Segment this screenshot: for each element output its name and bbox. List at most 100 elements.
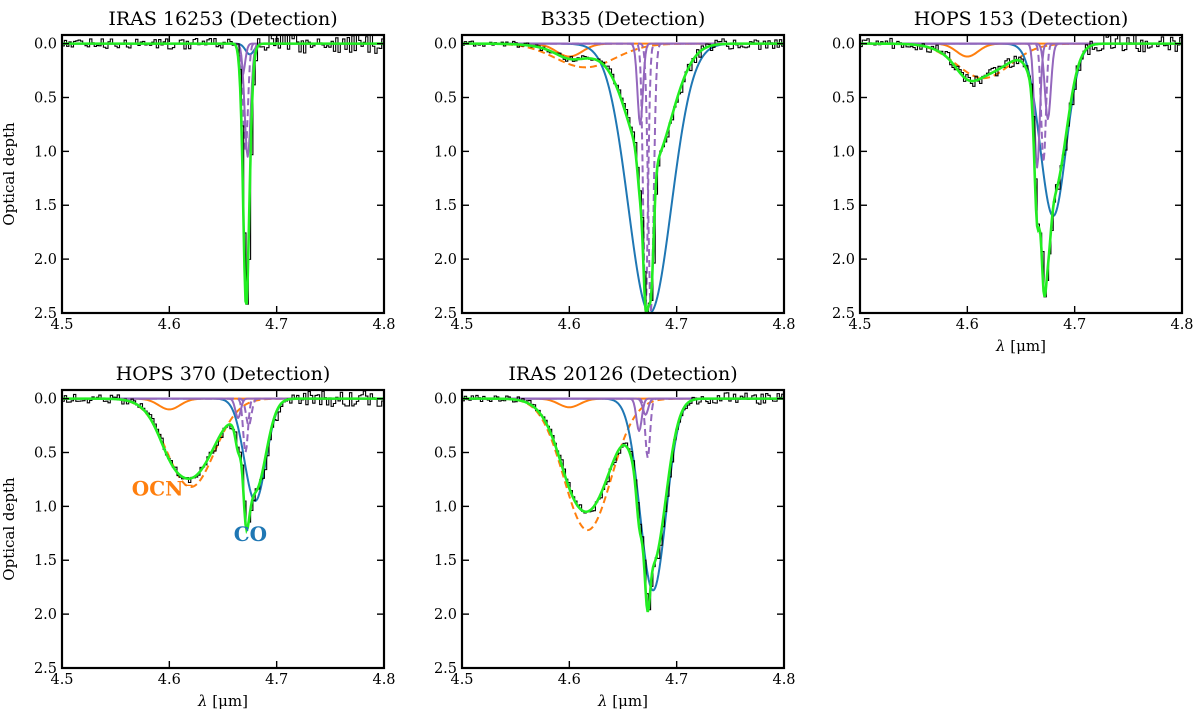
- x-tick-label: 4.6: [558, 672, 581, 688]
- y-tick-label: 0.0: [34, 37, 57, 53]
- y-tick-label: 1.5: [34, 198, 57, 214]
- panel-title: IRAS 20126 (Detection): [508, 363, 737, 385]
- y-tick-label: 0.5: [434, 90, 457, 106]
- x-tick-label: 4.8: [772, 672, 795, 688]
- panel-1: 4.5 4.6 4.7 4.8 0.0 0.5 1.0 1.5 2.0 2.5 IRAS 16253…: [0, 8, 396, 333]
- series-total-fit: [462, 42, 784, 313]
- y-axis-label: Optical depth: [0, 122, 18, 226]
- y-tick-label: 2.5: [832, 306, 855, 322]
- y-tick-label: 0.5: [832, 90, 855, 106]
- y-tick-label: 0.0: [832, 37, 855, 53]
- y-tick-label: 1.5: [434, 198, 457, 214]
- axes-frame: [858, 33, 1184, 315]
- y-tick-label: 2.0: [34, 607, 57, 623]
- x-tick-label: 4.5: [450, 672, 473, 688]
- series-co-narrow-2: [462, 42, 784, 313]
- series-co: [62, 397, 384, 502]
- y-tick-label: 2.5: [34, 306, 57, 322]
- x-tick-label: 4.6: [158, 317, 181, 333]
- y-tick-label: 0.0: [434, 392, 457, 408]
- series-co: [462, 42, 784, 313]
- x-tick-label: 4.6: [558, 317, 581, 333]
- series-co-narrow-2: [860, 42, 1182, 121]
- y-tick-label: 0.0: [434, 37, 457, 53]
- y-tick-label: 0.5: [34, 90, 57, 106]
- y-tick-label: 0.5: [34, 445, 57, 461]
- series-ocn-broad-dashed-: [462, 397, 784, 532]
- x-tick-label: 4.8: [1170, 317, 1193, 333]
- x-axis-label: λ [μm]: [597, 692, 648, 710]
- series-co: [462, 397, 784, 592]
- panel-2: 4.5 4.6 4.7 4.8 0.0 0.5 1.0 1.5 2.0 2.5 B335 (Dete…: [434, 8, 796, 333]
- x-tick-label: 4.5: [50, 672, 73, 688]
- annotation-ocn: OCN⁻: [132, 477, 194, 501]
- y-tick-label: 2.0: [832, 252, 855, 268]
- x-tick-label: 4.8: [372, 672, 395, 688]
- x-axis-label: λ [μm]: [995, 337, 1046, 355]
- y-tick-label: 1.0: [34, 144, 57, 160]
- series-co-narrow-dashed-: [462, 42, 784, 313]
- y-tick-label: 2.5: [434, 661, 457, 677]
- series-co-narrow: [462, 397, 784, 432]
- x-tick-label: 4.7: [265, 317, 288, 333]
- series-co: [860, 42, 1182, 218]
- plot-area: [860, 35, 1182, 298]
- y-tick-label: 1.5: [832, 198, 855, 214]
- series-co-narrow-2: [62, 42, 384, 158]
- y-tick-label: 1.0: [832, 144, 855, 160]
- panel-title: B335 (Detection): [541, 8, 705, 30]
- x-tick-label: 4.7: [665, 672, 688, 688]
- axes-frame: [60, 388, 386, 670]
- series-total-fit: [62, 42, 384, 305]
- x-tick-label: 4.7: [1063, 317, 1086, 333]
- plot-area: [62, 390, 384, 535]
- series-total-fit: [462, 397, 784, 613]
- series-observed-spectrum: [462, 392, 784, 611]
- annotation-co: CO: [234, 522, 267, 546]
- x-tick-label: 4.7: [665, 317, 688, 333]
- plot-area: [62, 35, 384, 305]
- y-tick-label: 1.0: [34, 499, 57, 515]
- x-axis-label: λ [μm]: [197, 692, 248, 710]
- series-observed-spectrum: [62, 35, 384, 305]
- y-tick-label: 2.0: [434, 252, 457, 268]
- x-tick-label: 4.5: [848, 317, 871, 333]
- panel-4: 4.5 4.6 4.7 4.8 0.0 0.5 1.0 1.5 2.0 2.5 HOPS 370 (…: [0, 363, 396, 710]
- y-tick-label: 2.5: [34, 661, 57, 677]
- x-tick-label: 4.8: [372, 317, 395, 333]
- series-observed-spectrum: [62, 390, 384, 528]
- y-tick-label: 1.0: [434, 499, 457, 515]
- y-tick-label: 2.0: [434, 607, 457, 623]
- y-tick-label: 1.5: [434, 553, 457, 569]
- series-total-fit: [62, 397, 384, 535]
- x-tick-label: 4.7: [265, 672, 288, 688]
- series-co-narrow: [462, 42, 784, 126]
- plot-area: [462, 38, 784, 313]
- series-co-narrow-dashed-: [462, 397, 784, 459]
- y-tick-label: 1.0: [434, 144, 457, 160]
- x-tick-label: 4.5: [50, 317, 73, 333]
- series-observed-spectrum: [462, 38, 784, 313]
- series-observed-spectrum: [860, 35, 1182, 298]
- y-tick-label: 0.0: [34, 392, 57, 408]
- y-tick-label: 2.5: [434, 306, 457, 322]
- panel-5: 4.5 4.6 4.7 4.8 0.0 0.5 1.0 1.5 2.0 2.5 IRAS 20126…: [434, 363, 796, 710]
- series-ocn-broad-dashed-: [62, 397, 384, 488]
- panel-title: HOPS 370 (Detection): [116, 363, 331, 385]
- x-tick-label: 4.8: [772, 317, 795, 333]
- plot-area: [462, 392, 784, 613]
- panel-title: HOPS 153 (Detection): [914, 8, 1129, 30]
- series-total-fit: [860, 42, 1182, 298]
- y-tick-label: 2.0: [34, 252, 57, 268]
- axes-frame: [460, 33, 786, 315]
- axes-frame: [60, 33, 386, 315]
- x-tick-label: 4.6: [956, 317, 979, 333]
- axes-frame: [460, 388, 786, 670]
- y-tick-label: 0.5: [434, 445, 457, 461]
- panel-title: IRAS 16253 (Detection): [108, 8, 337, 30]
- series-co-narrow-dashed-: [62, 42, 384, 153]
- x-tick-label: 4.6: [158, 672, 181, 688]
- series-co-narrow-dashed-: [62, 397, 384, 454]
- x-tick-label: 4.5: [450, 317, 473, 333]
